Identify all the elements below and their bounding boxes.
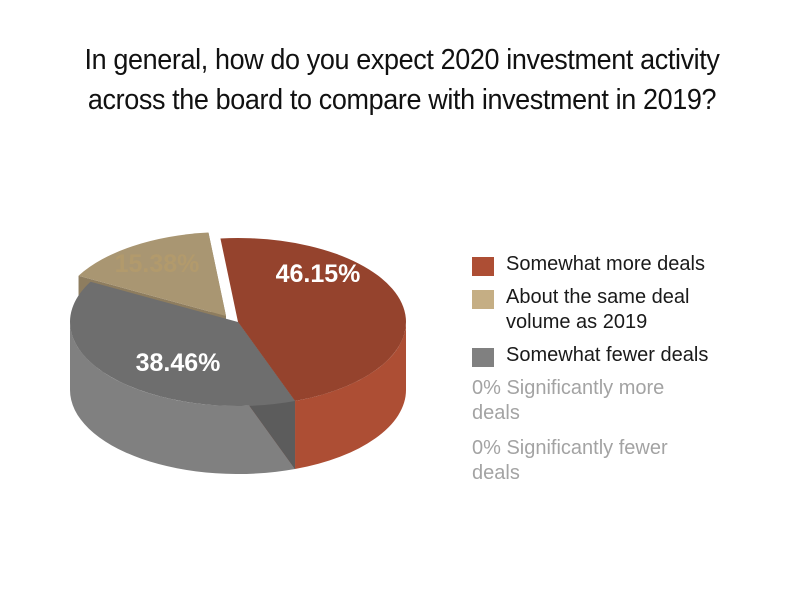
pie-label-1: 38.46% xyxy=(136,349,221,377)
pie-side-1 xyxy=(70,322,296,475)
pie-slice-0 xyxy=(220,238,406,402)
legend-label: Somewhat more deals xyxy=(506,253,705,275)
pie-side-0 xyxy=(295,322,406,470)
legend-item: Somewhat fewer deals xyxy=(472,343,792,368)
legend-item: 0% Significantly more deals xyxy=(472,376,792,426)
pie-slice-1 xyxy=(70,281,296,406)
legend-label: 0% Significantly more deals xyxy=(472,377,665,424)
pie-label-0: 46.15% xyxy=(276,260,361,288)
pie-slice-2 xyxy=(78,232,227,316)
pie-labels: 46.15% 38.46% 15.38% xyxy=(115,250,361,377)
legend-label: About the same deal volume as 2019 xyxy=(506,286,690,333)
legend-item: Somewhat more deals xyxy=(472,252,792,277)
legend: Somewhat more deals About the same deal v… xyxy=(472,252,792,496)
chart-title: In general, how do you expect 2020 inves… xyxy=(84,44,720,116)
legend-item: 0% Significantly fewer deals xyxy=(472,436,792,486)
legend-label: Somewhat fewer deals xyxy=(506,344,709,366)
legend-swatch xyxy=(472,348,494,367)
legend-swatch xyxy=(472,290,494,309)
pie-tops xyxy=(70,232,406,406)
pie-label-2: 15.38% xyxy=(115,250,200,278)
legend-item: About the same deal volume as 2019 xyxy=(472,285,792,335)
legend-swatch xyxy=(472,257,494,276)
legend-label: 0% Significantly fewer deals xyxy=(472,437,668,484)
